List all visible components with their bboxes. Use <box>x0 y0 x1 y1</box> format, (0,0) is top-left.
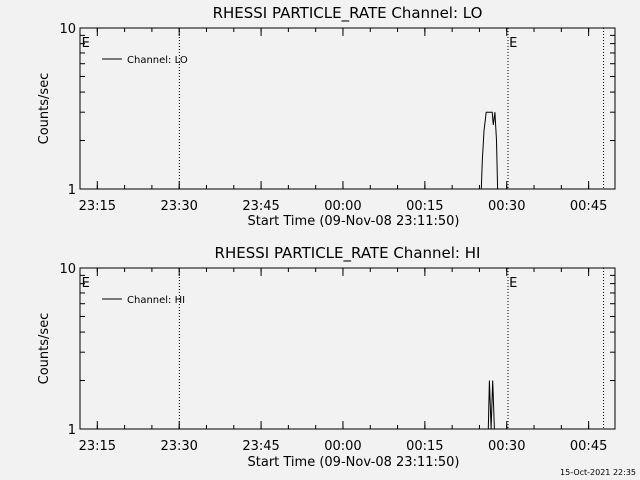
plot-frame <box>79 267 616 430</box>
chart-title: RHESSI PARTICLE_RATE Channel: LO <box>213 4 483 23</box>
event-marker: E <box>509 36 517 51</box>
x-tick-label: 00:30 <box>488 439 525 454</box>
x-tick-label: 23:45 <box>242 199 279 214</box>
x-tick-label: 23:15 <box>79 439 116 454</box>
y-axis-label: Counts/sec <box>37 73 52 145</box>
event-marker: E <box>82 276 90 291</box>
x-axis-label: Start Time (09-Nov-08 23:11:50) <box>248 455 460 470</box>
x-axis-label: Start Time (09-Nov-08 23:11:50) <box>248 214 460 229</box>
y-tick-label: 1 <box>68 183 76 198</box>
x-tick-label: 00:45 <box>570 199 607 214</box>
series-line <box>480 111 499 190</box>
event-marker: E <box>82 36 90 51</box>
x-tick-label: 00:30 <box>488 199 525 214</box>
timestamp-label: 15-Oct-2021 22:35 <box>560 468 636 477</box>
x-tick-label: 00:00 <box>324 439 361 454</box>
x-tick-label: 23:30 <box>160 439 197 454</box>
legend-label: Channel: LO <box>127 55 188 66</box>
x-tick-label: 00:15 <box>406 199 443 214</box>
x-tick-label: 23:15 <box>79 199 116 214</box>
x-tick-label: 23:30 <box>160 199 197 214</box>
y-tick-label: 10 <box>59 22 76 37</box>
series-line <box>487 380 495 430</box>
legend-label: Channel: HI <box>127 295 185 306</box>
x-tick-label: 00:15 <box>406 439 443 454</box>
event-marker: E <box>509 276 517 291</box>
x-tick-label: 23:45 <box>242 439 279 454</box>
chart-panel-hi: RHESSI PARTICLE_RATE Channel: HI 23:15 23:… <box>37 244 616 470</box>
chart-title: RHESSI PARTICLE_RATE Channel: HI <box>215 244 481 263</box>
x-tick-label: 00:45 <box>570 439 607 454</box>
x-tick-label: 00:00 <box>324 199 361 214</box>
plot-frame <box>79 27 616 190</box>
chart-panel-lo: RHESSI PARTICLE_RATE Channel: LO 23:15 23:… <box>37 4 616 229</box>
y-tick-label: 10 <box>59 262 76 277</box>
y-axis-label: Counts/sec <box>37 313 52 385</box>
y-tick-label: 1 <box>68 423 76 438</box>
